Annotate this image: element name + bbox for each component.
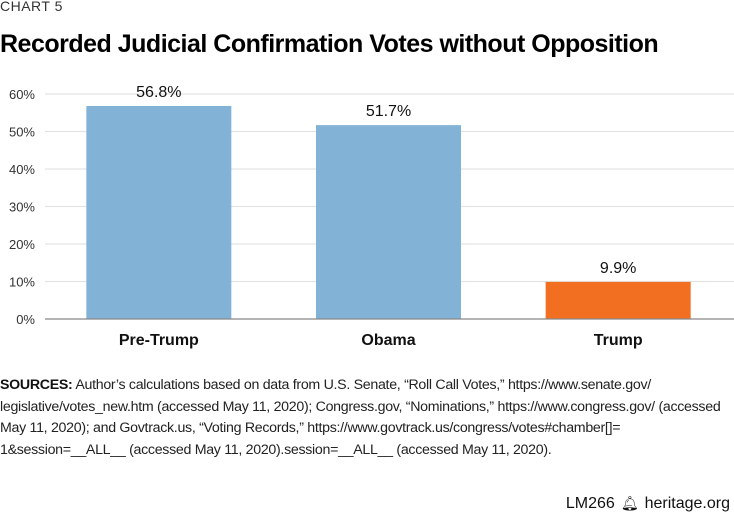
bar-trump <box>545 281 691 319</box>
y-tick-label: 60% <box>9 87 35 102</box>
liberty-bell-icon: 🔔︎ <box>620 495 639 511</box>
sources-note: SOURCES: Author’s calculations based on … <box>0 375 734 461</box>
footer: LM266 🔔︎ heritage.org <box>566 495 730 513</box>
category-label: Trump <box>594 332 643 349</box>
bar-obama <box>316 125 461 319</box>
data-label: 51.7% <box>366 103 411 120</box>
sources-label: SOURCES: <box>0 377 73 393</box>
bars <box>86 106 691 319</box>
category-label: Obama <box>361 332 415 349</box>
chart-title: Recorded Judicial Confirmation Votes wit… <box>0 30 659 58</box>
bar-chart: 0% 10% 20% 30% 40% 50% 60% 56.8% 51.7% 9.9% Pre-… <box>9 84 734 349</box>
chart-kicker: CHART 5 <box>0 0 63 14</box>
bar-pre-trump <box>86 106 232 319</box>
y-tick-label: 10% <box>9 275 35 290</box>
report-code: LM266 <box>565 495 615 512</box>
y-tick-label: 50% <box>9 125 35 140</box>
data-label: 9.9% <box>600 260 636 277</box>
category-labels: Pre-Trump Obama Trump <box>119 332 643 349</box>
site-link[interactable]: heritage.org <box>644 495 730 512</box>
y-axis-ticks: 0% 10% 20% 30% 40% 50% 60% <box>9 87 35 327</box>
category-label: Pre-Trump <box>119 332 199 349</box>
sources-text: Author’s calculations based on data from… <box>0 377 721 458</box>
data-labels: 56.8% 51.7% 9.9% <box>136 84 636 277</box>
y-tick-label: 40% <box>9 162 35 177</box>
y-tick-label: 30% <box>9 200 35 215</box>
data-label: 56.8% <box>136 84 181 101</box>
y-tick-label: 0% <box>16 312 35 327</box>
y-tick-label: 20% <box>9 237 35 252</box>
